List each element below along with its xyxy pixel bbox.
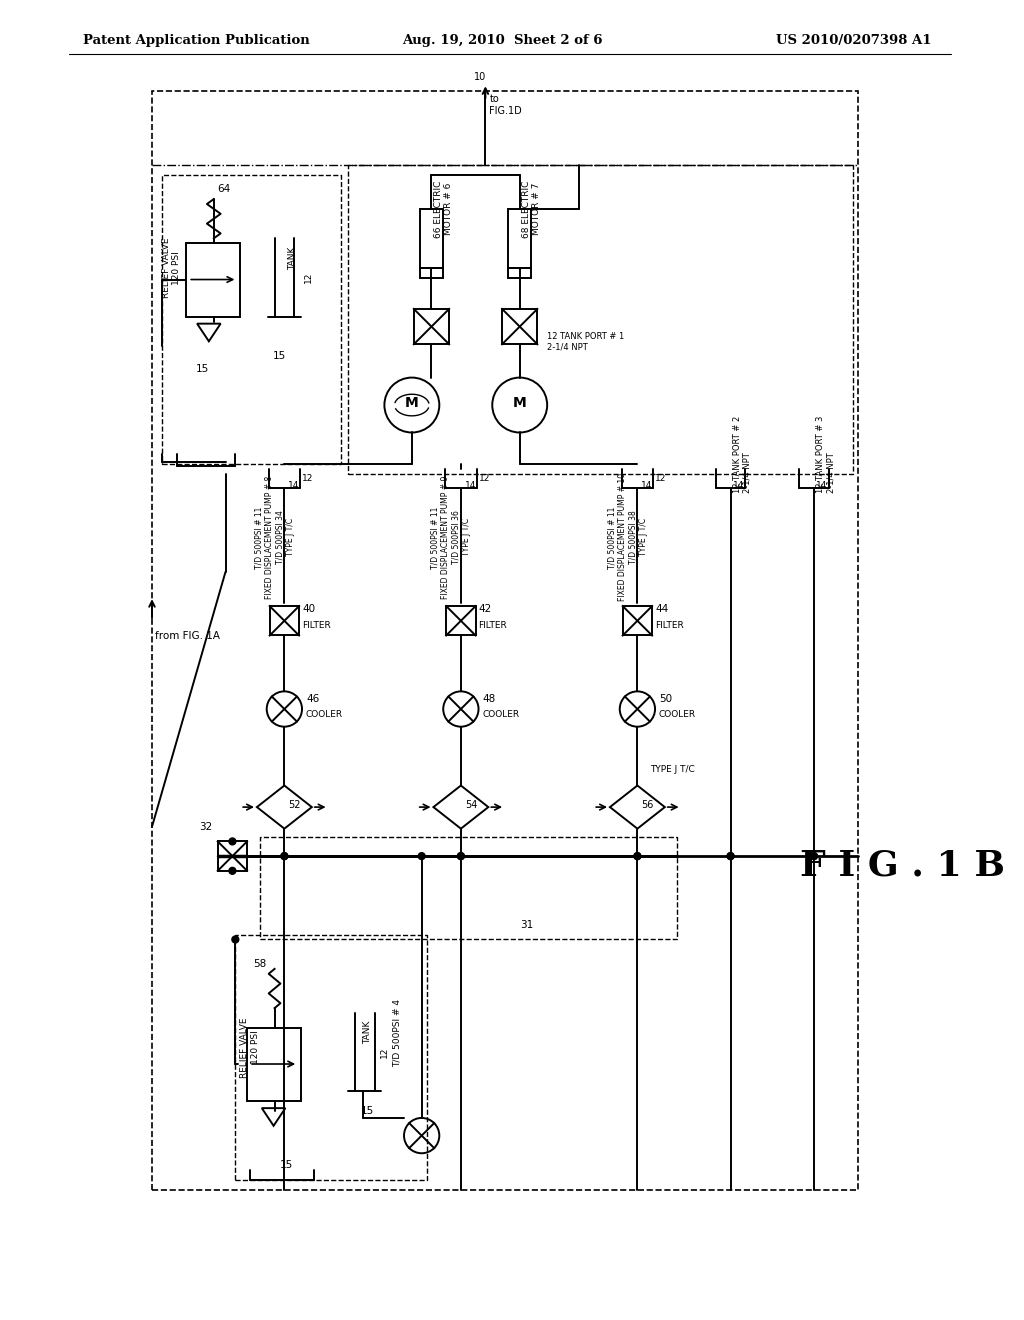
Text: US 2010/0207398 A1: US 2010/0207398 A1 (776, 34, 932, 46)
Text: 14: 14 (732, 480, 743, 490)
Circle shape (810, 853, 817, 859)
Text: 14: 14 (816, 480, 827, 490)
Text: 31: 31 (520, 920, 532, 929)
Text: 66 ELECTRIC
MOTOR # 6: 66 ELECTRIC MOTOR # 6 (433, 181, 453, 238)
Text: 12 TANK PORT # 1
2-1/4 NPT: 12 TANK PORT # 1 2-1/4 NPT (547, 331, 625, 351)
Text: FILTER: FILTER (655, 622, 684, 630)
Text: 64: 64 (218, 185, 231, 194)
Circle shape (493, 378, 547, 433)
Circle shape (458, 853, 464, 859)
Circle shape (281, 853, 288, 859)
Circle shape (418, 853, 425, 859)
Text: 56: 56 (641, 800, 653, 810)
Text: 40: 40 (302, 605, 315, 614)
Text: 46: 46 (306, 694, 319, 705)
Text: T/D 500PSI # 4: T/D 500PSI # 4 (392, 999, 401, 1067)
Text: 12: 12 (478, 474, 489, 483)
Circle shape (384, 378, 439, 433)
Bar (508, 209, 531, 268)
Text: 12: 12 (304, 272, 313, 284)
Text: FIG.1D: FIG.1D (489, 106, 522, 116)
Text: T/D 500PSI # 11
FIXED DISPLACEMENT PUMP # 8
T/D 500PSI 34
TYPE J T/C: T/D 500PSI # 11 FIXED DISPLACEMENT PUMP … (255, 475, 295, 599)
Bar (218, 841, 247, 871)
Text: 44: 44 (655, 605, 669, 614)
Text: Aug. 19, 2010  Sheet 2 of 6: Aug. 19, 2010 Sheet 2 of 6 (401, 34, 602, 46)
Bar (162, 174, 341, 463)
Bar (247, 1028, 301, 1101)
Text: Patent Application Publication: Patent Application Publication (83, 34, 310, 46)
Text: 14: 14 (641, 480, 652, 490)
Text: 32: 32 (199, 822, 212, 832)
Text: 58: 58 (253, 960, 266, 969)
Bar (269, 606, 299, 635)
Text: FILTER: FILTER (478, 622, 507, 630)
Circle shape (229, 867, 236, 874)
Text: F I G . 1 B: F I G . 1 B (800, 849, 1005, 883)
Bar (414, 309, 450, 345)
Text: COOLER: COOLER (659, 710, 696, 719)
Text: M: M (513, 396, 526, 411)
Text: 54: 54 (465, 800, 477, 810)
Text: 15: 15 (272, 351, 286, 360)
Circle shape (634, 853, 641, 859)
Text: 14: 14 (465, 480, 476, 490)
Bar (236, 935, 427, 1180)
Circle shape (281, 853, 288, 859)
Text: TANK: TANK (364, 1020, 373, 1044)
Text: 12: 12 (380, 1047, 389, 1057)
Circle shape (810, 853, 817, 859)
Text: 12: 12 (655, 474, 667, 483)
Text: 12 TANK PORT # 2
2-1/4 NPT: 12 TANK PORT # 2 2-1/4 NPT (732, 416, 752, 492)
Bar (152, 91, 858, 1189)
Text: 15: 15 (280, 1160, 293, 1170)
Bar (348, 165, 853, 474)
Bar (502, 309, 538, 345)
Bar (186, 243, 241, 317)
Text: 42: 42 (478, 605, 492, 614)
Text: TANK: TANK (288, 247, 297, 269)
Text: COOLER: COOLER (482, 710, 519, 719)
Text: to: to (489, 94, 499, 104)
Circle shape (231, 936, 239, 942)
Text: from FIG. 1A: from FIG. 1A (155, 631, 220, 640)
Bar (420, 209, 443, 268)
Text: 12 TANK PORT # 3
2-1/4 NPT: 12 TANK PORT # 3 2-1/4 NPT (816, 416, 836, 492)
Text: 15: 15 (360, 1106, 374, 1117)
Text: 12: 12 (302, 474, 313, 483)
Text: RELIEF VALVE
120 PSI: RELIEF VALVE 120 PSI (241, 1018, 260, 1077)
Text: RELIEF VALVE
120 PSI: RELIEF VALVE 120 PSI (162, 238, 181, 298)
Bar (623, 606, 652, 635)
Text: T/D 500PSI # 11
FIXED DISPLACEMENT PUMP # 10
T/D 500PSI 38
TYPE J T/C: T/D 500PSI # 11 FIXED DISPLACEMENT PUMP … (607, 474, 648, 602)
Text: 10: 10 (474, 71, 485, 82)
Circle shape (634, 853, 641, 859)
Text: FILTER: FILTER (302, 622, 331, 630)
Text: 48: 48 (482, 694, 496, 705)
Text: 68 ELECTRIC
MOTOR # 7: 68 ELECTRIC MOTOR # 7 (522, 181, 542, 238)
Text: 15: 15 (197, 364, 209, 374)
Text: 14: 14 (289, 480, 300, 490)
Text: TYPE J T/C: TYPE J T/C (650, 766, 695, 775)
Circle shape (458, 853, 464, 859)
Text: M: M (404, 396, 419, 411)
Text: 52: 52 (289, 800, 301, 810)
Text: COOLER: COOLER (306, 710, 343, 719)
Circle shape (727, 853, 734, 859)
Bar (508, 268, 531, 277)
Text: T/D 500PSI # 11
FIXED DISPLACEMENT PUMP # 9
T/D 500PSI 36
TYPE J T/C: T/D 500PSI # 11 FIXED DISPLACEMENT PUMP … (431, 475, 471, 599)
Bar (446, 606, 475, 635)
Circle shape (727, 853, 734, 859)
Bar (260, 837, 677, 940)
Bar (420, 268, 443, 277)
Circle shape (229, 838, 236, 845)
Text: 50: 50 (659, 694, 672, 705)
